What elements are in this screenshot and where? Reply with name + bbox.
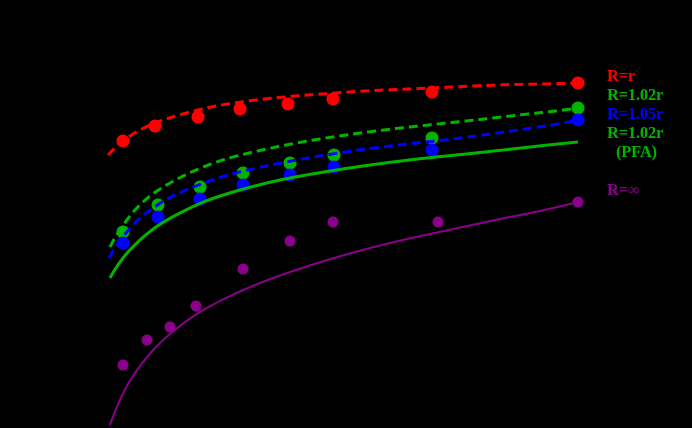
data-point-marker xyxy=(116,134,130,148)
data-point-marker xyxy=(281,97,295,111)
data-point-marker xyxy=(191,110,205,124)
legend-entry: R=∞ xyxy=(607,180,640,199)
data-point-marker xyxy=(148,119,162,133)
data-point-marker xyxy=(432,216,444,228)
data-point-marker xyxy=(283,156,297,170)
data-point-marker xyxy=(193,180,207,194)
data-point-marker xyxy=(425,85,439,99)
chart-legend: R=r R=1.02r R=1.05r R=1.02r (PFA) R=∞ xyxy=(607,66,692,199)
series-line xyxy=(109,201,579,426)
legend-entry: (PFA) xyxy=(616,142,657,161)
series-r-r xyxy=(106,76,585,157)
data-point-marker xyxy=(571,113,585,127)
data-point-marker xyxy=(190,300,202,312)
series-r-1-02r xyxy=(108,101,585,248)
data-point-marker xyxy=(571,101,585,115)
data-point-marker xyxy=(326,92,340,106)
series-r-1-02r-pfa- xyxy=(108,140,579,279)
series-line xyxy=(108,106,579,248)
data-point-marker xyxy=(117,359,129,371)
series-line xyxy=(106,81,579,157)
data-point-marker xyxy=(327,216,339,228)
data-point-marker xyxy=(571,76,585,90)
data-point-marker xyxy=(151,210,165,224)
series-line xyxy=(108,140,579,279)
legend-entry: R=1.02r xyxy=(607,85,664,104)
data-point-marker xyxy=(425,143,439,157)
data-point-marker xyxy=(572,196,584,208)
legend-entry: R=r xyxy=(607,66,636,85)
series-r- xyxy=(109,196,584,426)
data-point-marker xyxy=(164,321,176,333)
data-point-marker xyxy=(237,263,249,275)
data-point-marker xyxy=(116,236,130,250)
data-point-marker xyxy=(284,235,296,247)
legend-entry: R=1.02r xyxy=(607,123,664,142)
data-point-marker xyxy=(141,334,153,346)
data-point-marker xyxy=(233,102,247,116)
legend-entry: R=1.05r xyxy=(607,104,664,123)
series-line xyxy=(107,118,579,259)
